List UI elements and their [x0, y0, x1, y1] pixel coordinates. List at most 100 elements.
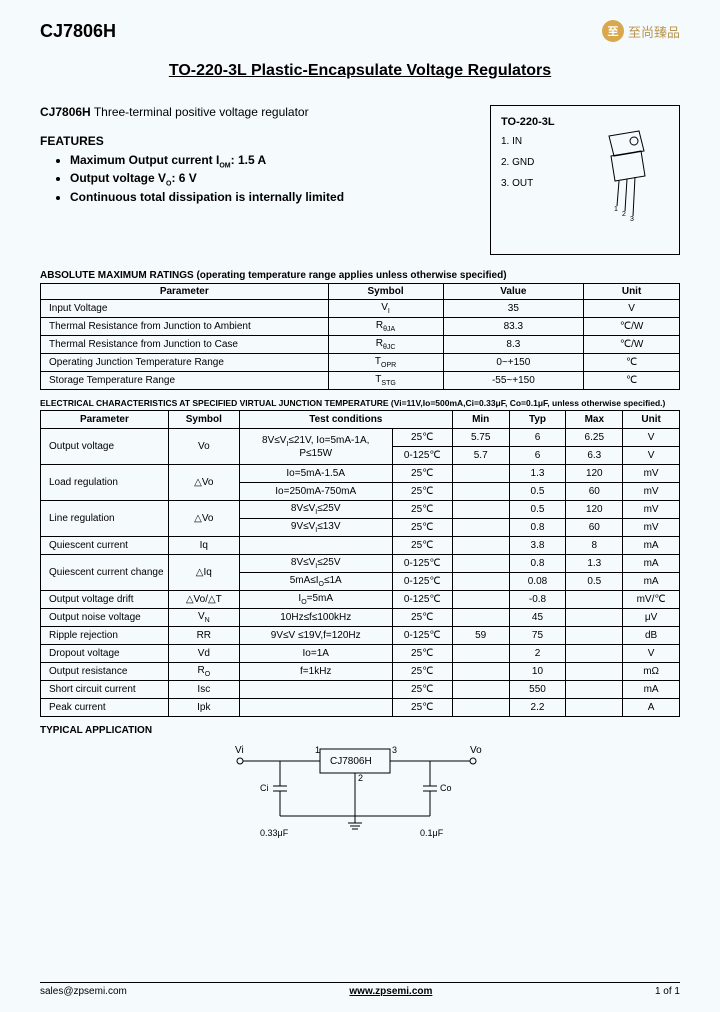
table-cell: Io=1A: [239, 645, 392, 663]
table-cell: 0-125℃: [392, 591, 452, 609]
table-cell: 550: [509, 681, 566, 699]
table-cell: 5.75: [452, 429, 509, 447]
table-cell: ℃/W: [584, 318, 680, 336]
table-cell: [566, 591, 623, 609]
table-cell: 10Hz≤f≤100kHz: [239, 609, 392, 627]
svg-text:3: 3: [392, 745, 397, 755]
package-diagram: TO-220-3L 1. IN 2. GND 3. OUT 1 2 3: [490, 105, 680, 255]
table-cell: f=1kHz: [239, 663, 392, 681]
table-cell: V: [623, 645, 680, 663]
table-cell: mV: [623, 465, 680, 483]
svg-text:Ci: Ci: [260, 783, 269, 793]
svg-text:1: 1: [614, 206, 618, 213]
table-cell: VN: [168, 609, 239, 627]
intro-section: CJ7806H Three-terminal positive voltage …: [40, 105, 680, 255]
abs-max-heading: ABSOLUTE MAXIMUM RATINGS (operating temp…: [40, 270, 680, 281]
table-cell: 0-125℃: [392, 447, 452, 465]
table-cell: 6.25: [566, 429, 623, 447]
table-cell: Quiescent current: [41, 537, 169, 555]
footer-page: 1 of 1: [655, 986, 680, 997]
svg-text:Vi: Vi: [235, 745, 244, 756]
table-cell: 9V≤V ≤19V,f=120Hz: [239, 627, 392, 645]
table-cell: [452, 483, 509, 501]
table-cell: [452, 645, 509, 663]
table-cell: Output resistance: [41, 663, 169, 681]
table-cell: 0.5: [509, 501, 566, 519]
table-cell: 0~+150: [443, 354, 584, 372]
circuit-diagram: Vi 1 3 Vo 2 CJ7806H Ci Co 0.33μF 0.1μF: [40, 741, 680, 844]
table-cell: 75: [509, 627, 566, 645]
table-cell: [452, 609, 509, 627]
package-icon: 1 2 3: [589, 126, 669, 226]
table-cell: 9V≤VI≤13V: [239, 519, 392, 537]
table-cell: 8V≤VI≤25V: [239, 501, 392, 519]
elec-heading: ELECTRICAL CHARACTERISTICS AT SPECIFIED …: [40, 398, 680, 408]
table-cell: 1.3: [566, 555, 623, 573]
table-cell: -55~+150: [443, 372, 584, 390]
svg-text:Vo: Vo: [470, 745, 482, 756]
table-cell: [566, 663, 623, 681]
table-cell: ℃: [584, 372, 680, 390]
table-cell: 8V≤VI≤21V, Io=5mA-1A,P≤15W: [239, 429, 392, 465]
table-cell: RθJA: [328, 318, 443, 336]
table-cell: [452, 555, 509, 573]
table-cell: V: [584, 300, 680, 318]
table-header: Parameter: [41, 411, 169, 429]
features-heading: FEATURES: [40, 134, 470, 148]
table-cell: 10: [509, 663, 566, 681]
table-cell: [239, 699, 392, 717]
table-cell: 45: [509, 609, 566, 627]
table-cell: [452, 591, 509, 609]
table-cell: 25℃: [392, 681, 452, 699]
table-cell: Operating Junction Temperature Range: [41, 354, 329, 372]
table-cell: 0.5: [566, 573, 623, 591]
brand-logo: 至 至尚臻品: [602, 20, 680, 42]
table-cell: dB: [623, 627, 680, 645]
table-header: Min: [452, 411, 509, 429]
table-cell: [452, 501, 509, 519]
svg-text:2: 2: [622, 211, 626, 218]
table-cell: 35: [443, 300, 584, 318]
table-header: Symbol: [328, 284, 443, 300]
table-cell: 0-125℃: [392, 573, 452, 591]
table-cell: 6.3: [566, 447, 623, 465]
table-cell: 25℃: [392, 429, 452, 447]
page-header: CJ7806H 至 至尚臻品: [40, 20, 680, 42]
table-cell: 0.08: [509, 573, 566, 591]
table-cell: [452, 699, 509, 717]
table-header: Test conditions: [239, 411, 452, 429]
table-cell: -0.8: [509, 591, 566, 609]
table-cell: Output noise voltage: [41, 609, 169, 627]
table-cell: [239, 537, 392, 555]
table-cell: mA: [623, 555, 680, 573]
table-cell: 60: [566, 483, 623, 501]
table-cell: ℃: [584, 354, 680, 372]
svg-text:0.1μF: 0.1μF: [420, 828, 444, 838]
typical-heading: TYPICAL APPLICATION: [40, 725, 680, 736]
table-cell: [452, 519, 509, 537]
table-cell: 6: [509, 447, 566, 465]
table-cell: 3.8: [509, 537, 566, 555]
table-cell: Storage Temperature Range: [41, 372, 329, 390]
page-title: TO-220-3L Plastic-Encapsulate Voltage Re…: [40, 62, 680, 80]
table-cell: [566, 609, 623, 627]
table-cell: △Vo: [168, 465, 239, 501]
table-cell: 120: [566, 465, 623, 483]
intro-text: CJ7806H Three-terminal positive voltage …: [40, 105, 470, 119]
table-cell: Vo: [168, 429, 239, 465]
table-cell: 25℃: [392, 699, 452, 717]
table-cell: 25℃: [392, 537, 452, 555]
svg-text:3: 3: [630, 216, 634, 223]
table-cell: Isc: [168, 681, 239, 699]
table-cell: 0.5: [509, 483, 566, 501]
table-cell: 8.3: [443, 336, 584, 354]
table-cell: TSTG: [328, 372, 443, 390]
table-cell: RθJC: [328, 336, 443, 354]
table-cell: 25℃: [392, 645, 452, 663]
table-cell: Ripple rejection: [41, 627, 169, 645]
feature-item: Continuous total dissipation is internal…: [70, 190, 470, 204]
footer-email: sales@zpsemi.com: [40, 986, 127, 997]
table-cell: mA: [623, 573, 680, 591]
table-cell: 5.7: [452, 447, 509, 465]
table-header: Unit: [623, 411, 680, 429]
